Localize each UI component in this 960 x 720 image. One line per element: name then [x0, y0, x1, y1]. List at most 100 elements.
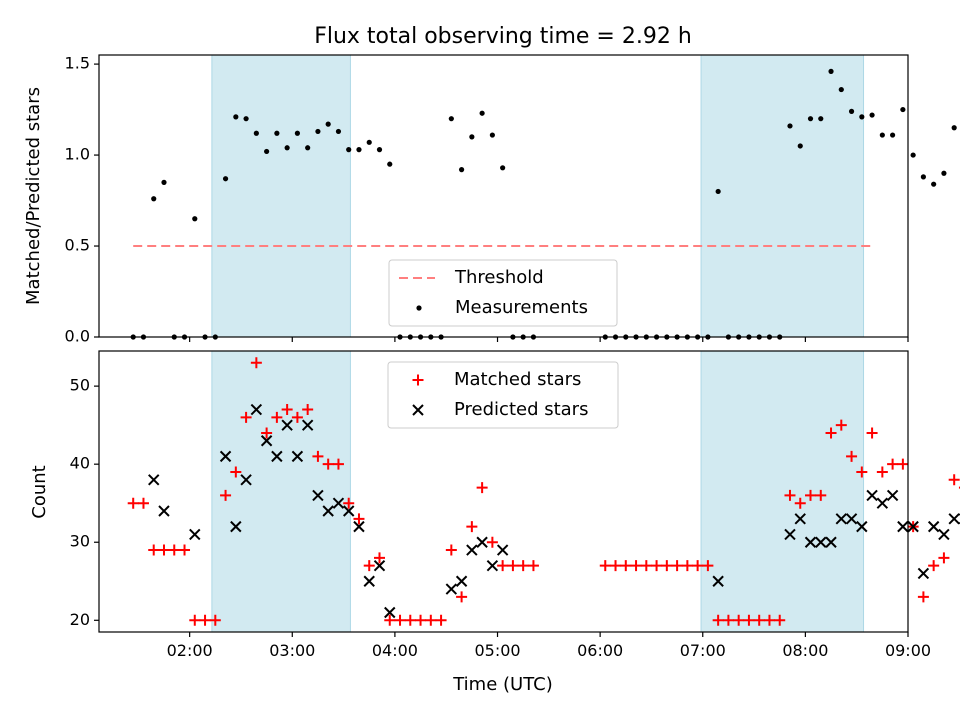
top-panel-ratio: 0.0 0.5 1.0 1.5 Threshold Measurements: [65, 54, 957, 346]
matched-point: [291, 411, 303, 423]
data-point: [715, 188, 721, 195]
matched-point: [702, 560, 714, 572]
data-point: [818, 116, 824, 122]
data-point: [448, 116, 454, 122]
matched-point: [158, 544, 170, 556]
matched-point: [753, 614, 765, 626]
predicted-point: [897, 520, 909, 533]
matched-point: [784, 489, 796, 501]
predicted-point: [230, 520, 242, 533]
predicted-point: [856, 520, 868, 533]
matched-point: [733, 614, 745, 626]
matched-point: [456, 591, 468, 603]
predicted-point: [373, 559, 386, 572]
matched-point: [794, 497, 806, 509]
predicted-point: [250, 403, 263, 416]
predicted-point: [271, 450, 283, 463]
predicted-point: [363, 575, 375, 587]
y-tick-label: 0.0: [65, 327, 90, 346]
data-point: [294, 130, 301, 136]
legend-label: Predicted stars: [454, 399, 588, 420]
matched-point: [497, 560, 509, 572]
x-tick-label: 05:00: [474, 641, 520, 660]
plot-frame: [98, 350, 909, 633]
data-point: [315, 128, 321, 135]
data-point: [941, 170, 947, 176]
data-point: [284, 145, 290, 151]
data-point: [479, 110, 485, 116]
predicted-point: [291, 450, 304, 463]
predicted-point: [917, 567, 930, 580]
y-tick-label: 50: [70, 376, 90, 395]
x-tick-label: 06:00: [577, 641, 623, 660]
matched-point: [692, 560, 704, 572]
predicted-point: [784, 528, 796, 541]
y-tick-label: 1.5: [65, 54, 90, 73]
data-point: [828, 68, 834, 74]
predicted-point: [312, 489, 324, 502]
matched-point: [671, 560, 683, 572]
matched-point: [651, 560, 663, 572]
data-point: [233, 114, 239, 120]
data-point: [264, 148, 270, 155]
matched-point: [610, 560, 622, 572]
matched-point: [322, 458, 334, 470]
matched-point: [445, 544, 457, 556]
predicted-point: [189, 528, 201, 541]
data-point: [807, 116, 814, 122]
legend: Matched stars Predicted stars: [387, 361, 619, 429]
predicted-point: [845, 513, 858, 525]
matched-point: [394, 614, 406, 626]
predicted-point: [948, 513, 960, 525]
predicted-point: [712, 575, 724, 587]
x-axis-label: Time (UTC): [452, 674, 553, 695]
matched-point: [250, 357, 262, 369]
predicted-point: [445, 583, 458, 595]
legend-box: [387, 361, 619, 429]
shaded-interval: [211, 54, 351, 338]
matched-point: [825, 427, 837, 439]
x-tick-label: 08:00: [782, 641, 828, 660]
data-point: [335, 128, 342, 135]
matched-point: [661, 560, 673, 572]
matched-point: [640, 560, 652, 572]
data-point: [869, 112, 875, 118]
matched-point: [415, 614, 427, 626]
matched-point: [230, 466, 242, 478]
matched-point: [168, 544, 180, 556]
matched-point: [866, 427, 878, 439]
matched-point: [220, 489, 232, 501]
predicted-point: [835, 513, 848, 525]
matched-point: [240, 411, 252, 423]
matched-point: [312, 450, 324, 462]
matched-point: [835, 419, 847, 431]
matched-point: [897, 458, 909, 470]
top-panel-ylabel: Matched/Predicted stars: [23, 87, 44, 305]
matched-point: [856, 466, 868, 478]
matched-point: [148, 544, 160, 556]
matched-point: [774, 614, 786, 626]
predicted-point: [794, 513, 806, 525]
data-point: [489, 132, 495, 138]
matched-point: [712, 614, 724, 626]
predicted-point: [876, 497, 889, 509]
legend-label: Measurements: [455, 297, 588, 318]
matched-point: [332, 458, 344, 470]
data-point: [458, 167, 465, 173]
matched-point: [179, 544, 191, 556]
predicted-point: [804, 536, 817, 548]
data-point: [920, 174, 926, 180]
x-tick-label: 02:00: [167, 641, 213, 660]
predicted-point: [927, 520, 940, 533]
matched-point: [948, 474, 960, 486]
y-tick-label: 0.5: [65, 236, 90, 255]
predicted-point: [322, 505, 334, 517]
predicted-point: [260, 435, 273, 447]
matched-point: [281, 404, 293, 416]
shaded-interval: [700, 54, 865, 338]
matched-point: [209, 614, 221, 626]
matched-point: [681, 560, 693, 572]
data-point: [192, 216, 198, 222]
predicted-point: [219, 450, 232, 463]
